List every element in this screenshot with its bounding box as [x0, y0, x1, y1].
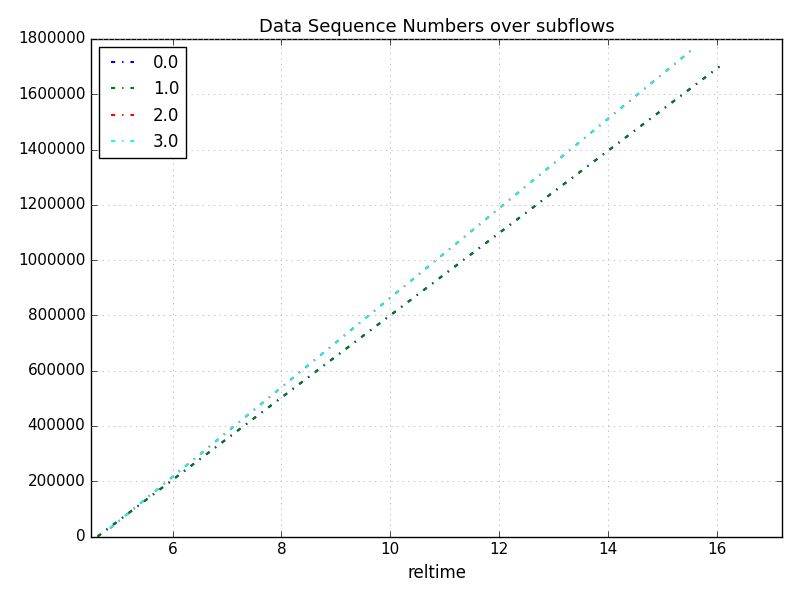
1.0 — [589, 158, 598, 165]
2.0 — [572, 141, 582, 148]
3.0 — [363, 313, 373, 320]
2.0 — [562, 149, 571, 157]
0.0 — [714, 63, 724, 70]
2.0 — [690, 44, 700, 51]
2.0 — [507, 194, 517, 202]
0.0 — [93, 533, 102, 540]
3.0 — [106, 524, 115, 532]
1.0 — [520, 210, 530, 217]
0.0 — [344, 343, 354, 350]
Title: Data Sequence Numbers over subflows: Data Sequence Numbers over subflows — [258, 18, 614, 36]
3.0 — [572, 141, 582, 148]
Line: 2.0: 2.0 — [110, 47, 695, 528]
3.0 — [690, 44, 700, 51]
Line: 3.0: 3.0 — [110, 47, 695, 528]
Legend: 0.0, 1.0, 2.0, 3.0: 0.0, 1.0, 2.0, 3.0 — [99, 47, 186, 158]
2.0 — [342, 330, 351, 337]
1.0 — [366, 326, 376, 333]
0.0 — [520, 210, 530, 217]
1.0 — [156, 485, 166, 492]
1.0 — [344, 343, 354, 350]
0.0 — [589, 158, 598, 165]
Line: 0.0: 0.0 — [98, 67, 719, 536]
Line: 1.0: 1.0 — [98, 67, 719, 536]
1.0 — [93, 533, 102, 540]
1.0 — [714, 63, 724, 70]
2.0 — [363, 313, 373, 320]
2.0 — [106, 524, 115, 532]
3.0 — [507, 194, 517, 202]
1.0 — [578, 166, 587, 173]
3.0 — [165, 475, 174, 482]
X-axis label: reltime: reltime — [407, 564, 466, 582]
3.0 — [562, 149, 571, 157]
0.0 — [156, 485, 166, 492]
0.0 — [366, 326, 376, 333]
3.0 — [342, 330, 351, 337]
0.0 — [578, 166, 587, 173]
2.0 — [165, 475, 174, 482]
